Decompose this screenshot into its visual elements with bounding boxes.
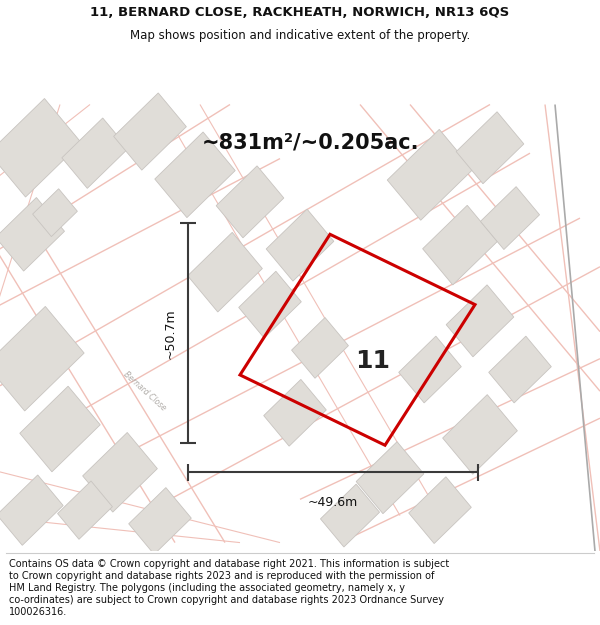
Text: 11, BERNARD CLOSE, RACKHEATH, NORWICH, NR13 6QS: 11, BERNARD CLOSE, RACKHEATH, NORWICH, N… xyxy=(91,6,509,19)
Text: ~831m²/~0.205ac.: ~831m²/~0.205ac. xyxy=(201,132,419,152)
Polygon shape xyxy=(481,187,539,249)
Polygon shape xyxy=(20,386,100,472)
Polygon shape xyxy=(83,432,157,512)
Polygon shape xyxy=(456,112,524,184)
Polygon shape xyxy=(62,118,128,188)
Text: HM Land Registry. The polygons (including the associated geometry, namely x, y: HM Land Registry. The polygons (includin… xyxy=(9,583,405,593)
Polygon shape xyxy=(0,475,63,546)
Text: Contains OS data © Crown copyright and database right 2021. This information is : Contains OS data © Crown copyright and d… xyxy=(9,559,449,569)
Polygon shape xyxy=(387,129,473,220)
Polygon shape xyxy=(0,306,84,411)
Polygon shape xyxy=(443,394,517,474)
Polygon shape xyxy=(239,271,301,338)
Polygon shape xyxy=(292,318,349,378)
Polygon shape xyxy=(489,336,551,403)
Text: ~49.6m: ~49.6m xyxy=(308,496,358,509)
Polygon shape xyxy=(0,198,64,271)
Text: ~50.7m: ~50.7m xyxy=(163,308,176,359)
Polygon shape xyxy=(129,488,191,554)
Polygon shape xyxy=(216,166,284,238)
Polygon shape xyxy=(155,132,235,218)
Text: to Crown copyright and database rights 2023 and is reproduced with the permissio: to Crown copyright and database rights 2… xyxy=(9,571,434,581)
Polygon shape xyxy=(188,232,262,312)
Polygon shape xyxy=(409,477,471,544)
Polygon shape xyxy=(0,99,81,197)
Text: 11: 11 xyxy=(355,349,390,373)
Polygon shape xyxy=(266,209,334,281)
Polygon shape xyxy=(446,285,514,357)
Text: Map shows position and indicative extent of the property.: Map shows position and indicative extent… xyxy=(130,29,470,42)
Polygon shape xyxy=(32,189,77,237)
Polygon shape xyxy=(422,206,497,285)
Polygon shape xyxy=(399,336,461,403)
Text: Bernard Close: Bernard Close xyxy=(122,370,168,413)
Polygon shape xyxy=(113,93,187,170)
Polygon shape xyxy=(264,379,326,446)
Polygon shape xyxy=(58,481,112,539)
Text: 100026316.: 100026316. xyxy=(9,608,67,618)
Polygon shape xyxy=(320,484,380,547)
Polygon shape xyxy=(356,442,424,514)
Text: co-ordinates) are subject to Crown copyright and database rights 2023 Ordnance S: co-ordinates) are subject to Crown copyr… xyxy=(9,595,444,605)
